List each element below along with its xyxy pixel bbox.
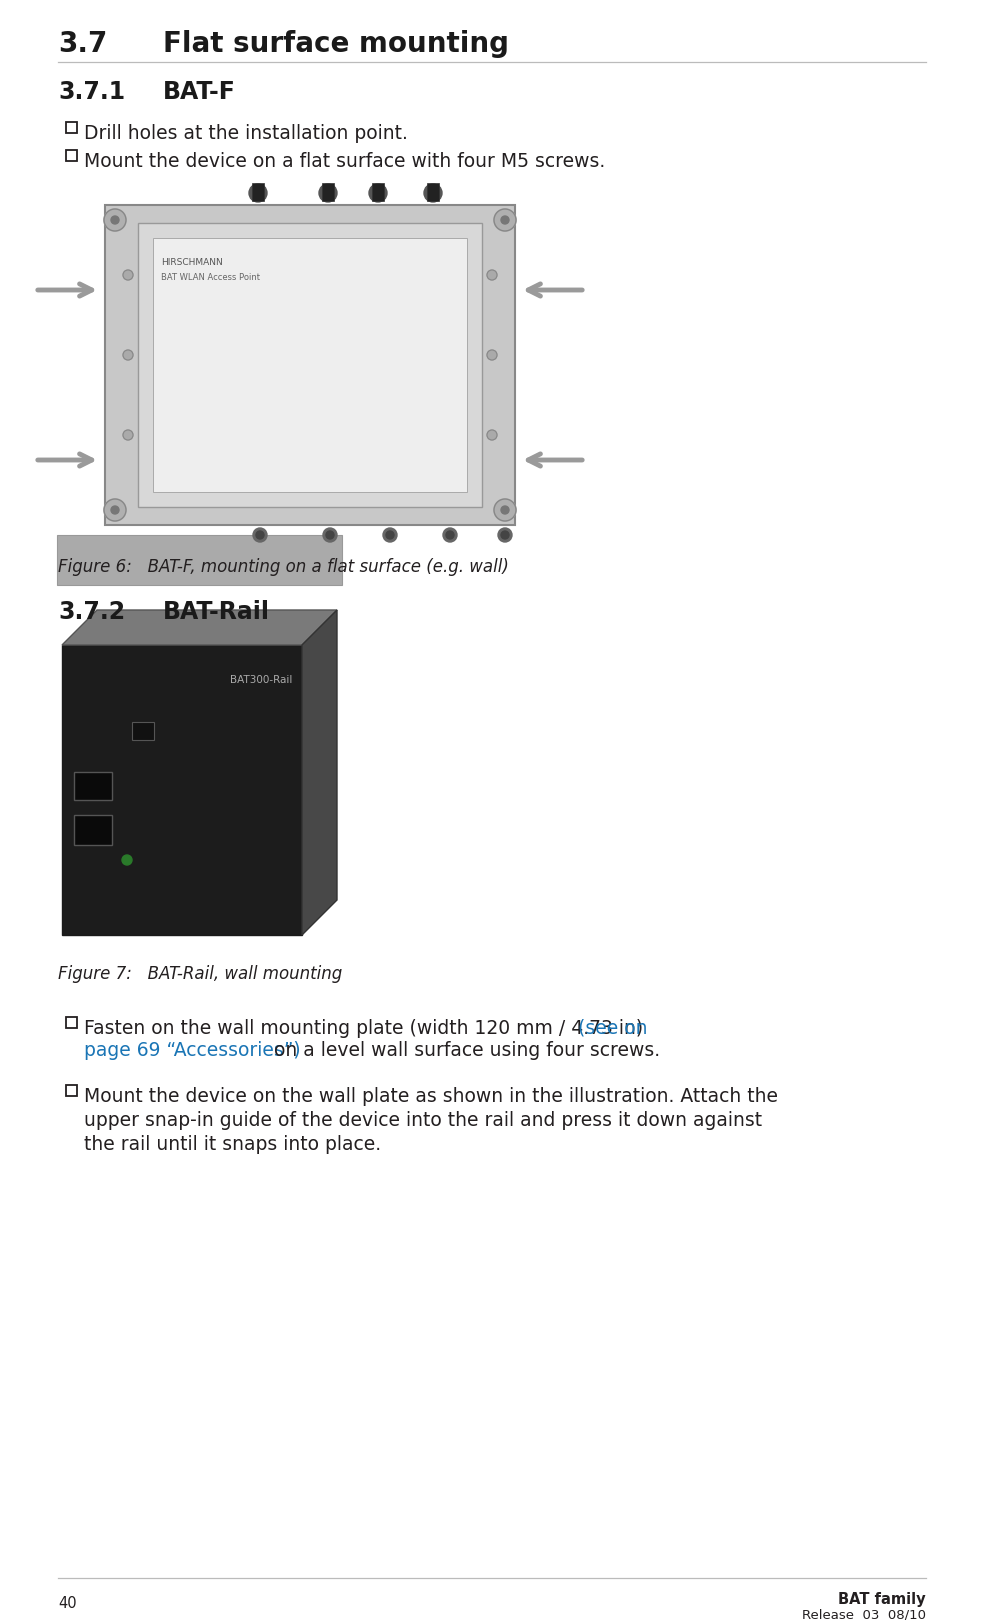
Text: Drill holes at the installation point.: Drill holes at the installation point. xyxy=(84,125,408,143)
Bar xyxy=(372,183,384,201)
Circle shape xyxy=(253,528,267,543)
Bar xyxy=(74,815,112,846)
Circle shape xyxy=(104,209,126,232)
Text: Figure 6:   BAT-F, mounting on a flat surface (e.g. wall): Figure 6: BAT-F, mounting on a flat surf… xyxy=(58,557,509,577)
Circle shape xyxy=(386,531,394,539)
Bar xyxy=(57,535,342,585)
Text: 3.7: 3.7 xyxy=(58,31,107,58)
Text: BAT-F: BAT-F xyxy=(163,79,236,104)
Text: HIRSCHMANN: HIRSCHMANN xyxy=(161,258,222,267)
Circle shape xyxy=(383,528,397,543)
Text: Mount the device on a flat surface with four M5 screws.: Mount the device on a flat surface with … xyxy=(84,152,605,172)
Circle shape xyxy=(501,505,509,514)
Bar xyxy=(138,224,482,507)
Bar xyxy=(322,183,334,201)
Text: BAT-Rail: BAT-Rail xyxy=(163,599,270,624)
Text: the rail until it snaps into place.: the rail until it snaps into place. xyxy=(84,1136,381,1153)
Polygon shape xyxy=(302,611,337,935)
Bar xyxy=(66,1017,77,1029)
Text: BAT family: BAT family xyxy=(838,1592,926,1607)
Circle shape xyxy=(326,531,334,539)
Text: 3.7.2: 3.7.2 xyxy=(58,599,125,624)
Text: 3.7.1: 3.7.1 xyxy=(58,79,125,104)
Text: Mount the device on the wall plate as shown in the illustration. Attach the: Mount the device on the wall plate as sh… xyxy=(84,1087,778,1106)
Bar xyxy=(153,238,467,492)
Circle shape xyxy=(494,209,516,232)
Bar xyxy=(66,122,77,133)
Text: (see on: (see on xyxy=(578,1019,647,1038)
Circle shape xyxy=(446,531,454,539)
Text: upper snap-in guide of the device into the rail and press it down against: upper snap-in guide of the device into t… xyxy=(84,1111,763,1131)
Circle shape xyxy=(443,528,457,543)
Circle shape xyxy=(104,499,126,522)
Bar xyxy=(74,773,112,800)
Polygon shape xyxy=(62,611,337,645)
Circle shape xyxy=(319,185,337,202)
Bar xyxy=(62,645,302,935)
Bar xyxy=(132,723,154,740)
Circle shape xyxy=(323,528,337,543)
Circle shape xyxy=(256,531,264,539)
Text: page 69 “Accessories”): page 69 “Accessories”) xyxy=(84,1042,301,1059)
Text: 40: 40 xyxy=(58,1596,77,1610)
Circle shape xyxy=(249,185,267,202)
Bar xyxy=(252,183,264,201)
Circle shape xyxy=(487,429,497,441)
Text: BAT300-Rail: BAT300-Rail xyxy=(229,676,292,685)
Circle shape xyxy=(369,185,387,202)
Circle shape xyxy=(487,271,497,280)
Text: on a level wall surface using four screws.: on a level wall surface using four screw… xyxy=(268,1042,660,1059)
Circle shape xyxy=(123,350,133,360)
Circle shape xyxy=(501,215,509,224)
Circle shape xyxy=(424,185,442,202)
Text: Flat surface mounting: Flat surface mounting xyxy=(163,31,509,58)
Circle shape xyxy=(123,271,133,280)
Text: Release  03  08/10: Release 03 08/10 xyxy=(802,1609,926,1620)
Circle shape xyxy=(494,499,516,522)
Circle shape xyxy=(111,215,119,224)
Text: Fasten on the wall mounting plate (width 120 mm / 4.73 in): Fasten on the wall mounting plate (width… xyxy=(84,1019,649,1038)
Circle shape xyxy=(498,528,512,543)
Circle shape xyxy=(122,855,132,865)
Circle shape xyxy=(123,429,133,441)
Text: Figure 7:   BAT-Rail, wall mounting: Figure 7: BAT-Rail, wall mounting xyxy=(58,966,342,983)
Bar xyxy=(427,183,439,201)
Text: BAT WLAN Access Point: BAT WLAN Access Point xyxy=(161,274,260,282)
Circle shape xyxy=(111,505,119,514)
Circle shape xyxy=(501,531,509,539)
Bar xyxy=(66,151,77,160)
Bar xyxy=(105,206,515,525)
Circle shape xyxy=(487,350,497,360)
Bar xyxy=(66,1085,77,1097)
